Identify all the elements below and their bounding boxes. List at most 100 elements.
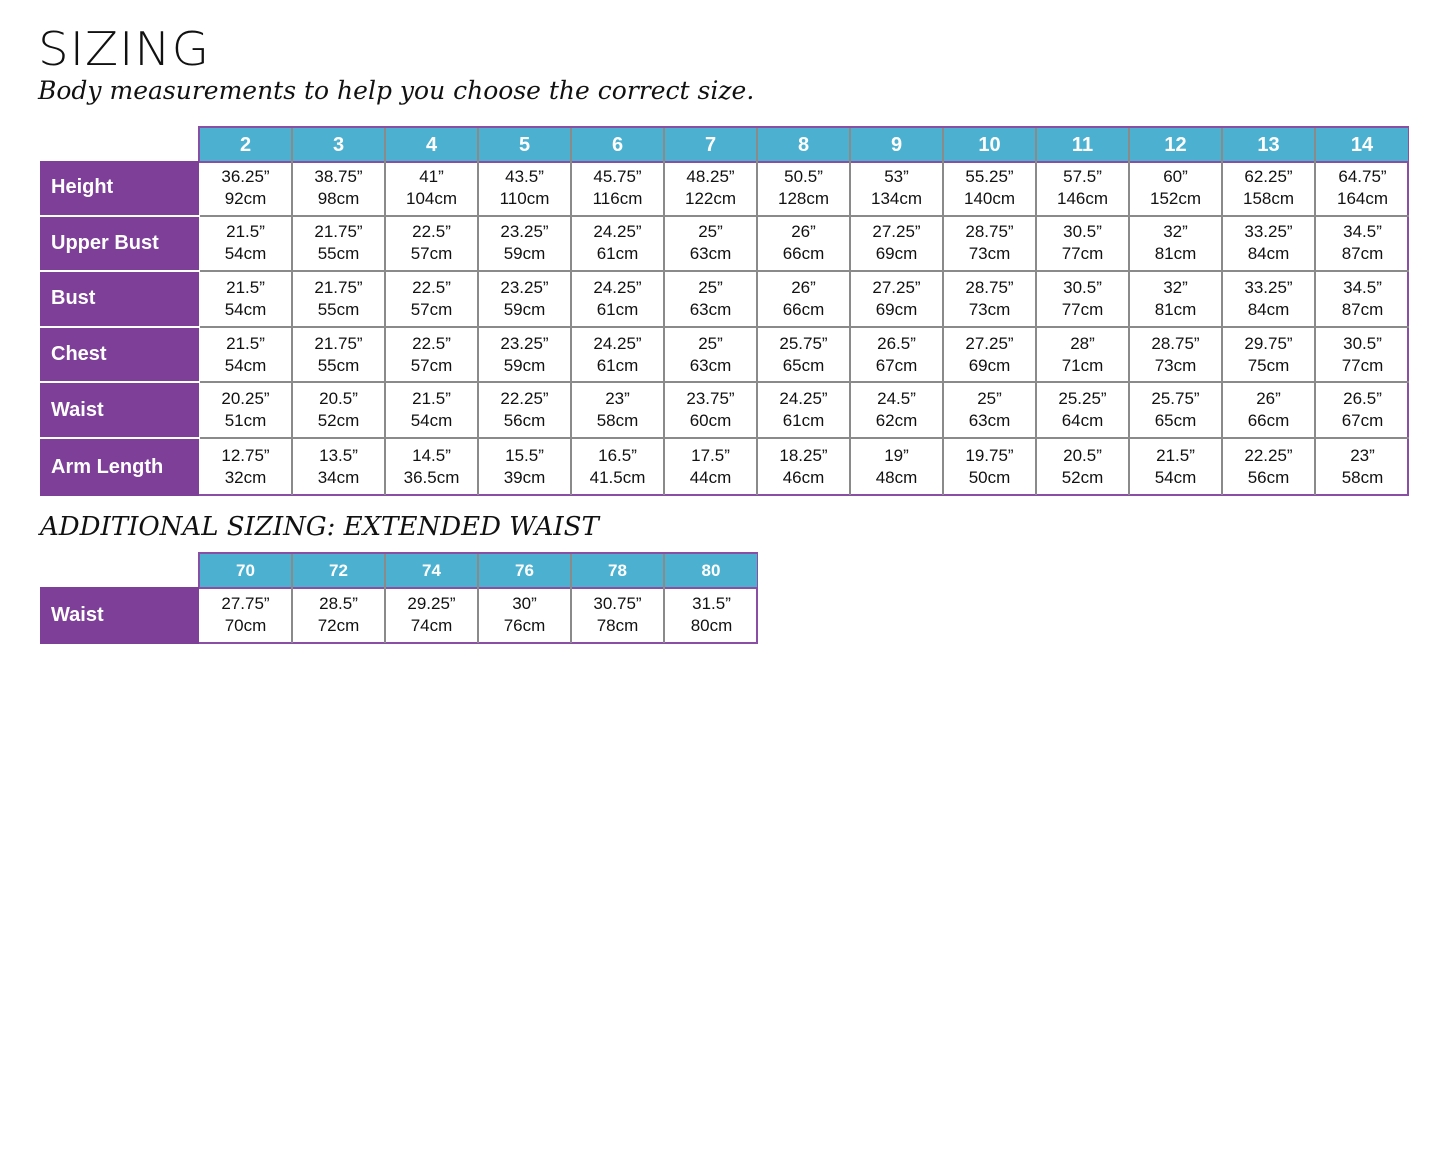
measurement-inches: 25.75” bbox=[1151, 389, 1200, 409]
measurement-cell: 22.5” 57cm bbox=[386, 327, 479, 384]
measurement-cm: 76cm bbox=[503, 615, 546, 635]
measurement-inches: 48.25” bbox=[686, 166, 735, 186]
measurement-cm: 50cm bbox=[968, 467, 1011, 487]
measurement-inches: 25” bbox=[698, 333, 723, 353]
measurement-inches: 41” bbox=[419, 166, 444, 186]
measurement-cell: 21.5” 54cm bbox=[200, 216, 293, 273]
measurement-cm: 71cm bbox=[1061, 355, 1104, 375]
measurement-cm: 128cm bbox=[777, 188, 830, 208]
measurement-cell: 29.25” 74cm bbox=[386, 587, 479, 643]
measurement-cell: 25” 63cm bbox=[665, 272, 758, 328]
measurement-cell: 38.75” 98cm bbox=[293, 161, 386, 217]
measurement-inches: 26.5” bbox=[1343, 389, 1382, 409]
measurement-inches: 22.5” bbox=[412, 277, 451, 297]
table-body bbox=[199, 161, 1409, 496]
measurement-cm: 73cm bbox=[968, 299, 1011, 319]
measurement-cell: 32” 81cm bbox=[1130, 272, 1223, 328]
measurement-cm: 116cm bbox=[592, 188, 643, 208]
measurement-cm: 57cm bbox=[410, 244, 453, 264]
measurement-cell: 21.5” 54cm bbox=[386, 383, 479, 439]
measurement-inches: 53” bbox=[884, 166, 909, 186]
measurement-inches: 16.5” bbox=[598, 445, 637, 465]
measurement-cm: 66cm bbox=[782, 299, 825, 319]
measurement-cell: 25.75” 65cm bbox=[1130, 383, 1223, 439]
measurement-cell: 22.5” 57cm bbox=[386, 216, 479, 273]
measurement-cm: 39cm bbox=[503, 467, 546, 487]
measurement-inches: 34.5” bbox=[1343, 277, 1382, 297]
measurement-cell: 21.75” 55cm bbox=[293, 216, 386, 273]
measurement-inches: 23.25” bbox=[500, 222, 549, 242]
measurement-cm: 69cm bbox=[875, 244, 918, 264]
size-header: 14 bbox=[1316, 128, 1408, 162]
size-header: 3 bbox=[293, 128, 386, 162]
measurement-cell: 32” 81cm bbox=[1130, 216, 1223, 273]
measurement-cell: 25.25” 64cm bbox=[1037, 383, 1130, 439]
measurement-cm: 77cm bbox=[1061, 244, 1104, 264]
measurement-cell: 25” 63cm bbox=[665, 327, 758, 384]
measurement-cm: 81cm bbox=[1154, 299, 1197, 319]
measurement-cell: 18.25” 46cm bbox=[758, 439, 851, 495]
measurement-inches: 18.25” bbox=[779, 445, 828, 465]
measurement-inches: 30” bbox=[512, 593, 537, 613]
measurement-cell: 24.5” 62cm bbox=[851, 383, 944, 439]
measurement-inches: 24.25” bbox=[593, 333, 642, 353]
measurement-cell: 19.75” 50cm bbox=[944, 439, 1037, 495]
measurement-inches: 21.5” bbox=[226, 277, 265, 297]
measurement-inches: 30.5” bbox=[1063, 277, 1102, 297]
measurement-inches: 22.25” bbox=[1244, 445, 1293, 465]
measurement-cell: 17.5” 44cm bbox=[665, 439, 758, 495]
row-label: Chest bbox=[40, 327, 199, 384]
measurement-cell: 19” 48cm bbox=[851, 439, 944, 495]
measurement-cell: 31.5” 80cm bbox=[665, 587, 758, 643]
measurement-cm: 54cm bbox=[224, 355, 267, 375]
measurement-cm: 58cm bbox=[596, 411, 639, 431]
measurement-cm: 59cm bbox=[503, 299, 546, 319]
measurement-cm: 55cm bbox=[317, 244, 360, 264]
measurement-cell: 34.5” 87cm bbox=[1316, 272, 1409, 328]
measurement-inches: 25” bbox=[698, 277, 723, 297]
measurement-cm: 73cm bbox=[1154, 355, 1197, 375]
row-label: Upper Bust bbox=[40, 216, 199, 273]
measurement-cm: 61cm bbox=[782, 411, 825, 431]
measurement-cm: 63cm bbox=[968, 411, 1011, 431]
size-header: 6 bbox=[572, 128, 665, 162]
measurement-cell: 33.25” 84cm bbox=[1223, 216, 1316, 273]
measurement-cell: 28.5” 72cm bbox=[293, 587, 386, 643]
measurement-inches: 22.25” bbox=[500, 389, 549, 409]
measurement-cm: 51cm bbox=[224, 411, 267, 431]
measurement-cm: 41.5cm bbox=[589, 467, 646, 487]
measurement-inches: 23.25” bbox=[500, 277, 549, 297]
measurement-inches: 19” bbox=[884, 445, 909, 465]
measurement-cm: 63cm bbox=[689, 299, 732, 319]
measurement-inches: 26” bbox=[1256, 389, 1281, 409]
measurement-cm: 69cm bbox=[968, 355, 1011, 375]
size-header: 2 bbox=[200, 128, 293, 162]
row-label: Waist bbox=[40, 587, 199, 644]
measurement-cm: 81cm bbox=[1154, 244, 1197, 264]
measurement-inches: 27.25” bbox=[872, 277, 921, 297]
measurement-cm: 52cm bbox=[1061, 467, 1104, 487]
page-title: SIZING bbox=[38, 22, 211, 76]
measurement-cell: 53” 134cm bbox=[851, 161, 944, 217]
measurement-cell: 33.25” 84cm bbox=[1223, 272, 1316, 328]
measurement-inches: 33.25” bbox=[1244, 222, 1293, 242]
measurement-cm: 57cm bbox=[410, 299, 453, 319]
measurement-inches: 28.5” bbox=[319, 593, 358, 613]
measurement-inches: 22.5” bbox=[412, 222, 451, 242]
measurement-inches: 55.25” bbox=[965, 166, 1014, 186]
measurement-cm: 63cm bbox=[689, 244, 732, 264]
measurement-inches: 25” bbox=[977, 389, 1002, 409]
measurement-inches: 57.5” bbox=[1063, 166, 1102, 186]
measurement-inches: 38.75” bbox=[314, 166, 363, 186]
measurement-cm: 61cm bbox=[596, 244, 639, 264]
measurement-cell: 34.5” 87cm bbox=[1316, 217, 1409, 273]
measurement-cm: 54cm bbox=[224, 299, 267, 319]
measurement-cm: 67cm bbox=[1341, 411, 1384, 431]
measurement-cm: 75cm bbox=[1247, 355, 1290, 375]
measurement-cell: 41” 104cm bbox=[386, 161, 479, 217]
measurement-cell: 22.25” 56cm bbox=[1223, 439, 1316, 495]
measurement-cm: 54cm bbox=[410, 411, 453, 431]
measurement-cell: 26” 66cm bbox=[1223, 383, 1316, 439]
measurement-inches: 15.5” bbox=[505, 445, 544, 465]
extended-section-title: ADDITIONAL SIZING: EXTENDED WAIST bbox=[40, 512, 599, 542]
